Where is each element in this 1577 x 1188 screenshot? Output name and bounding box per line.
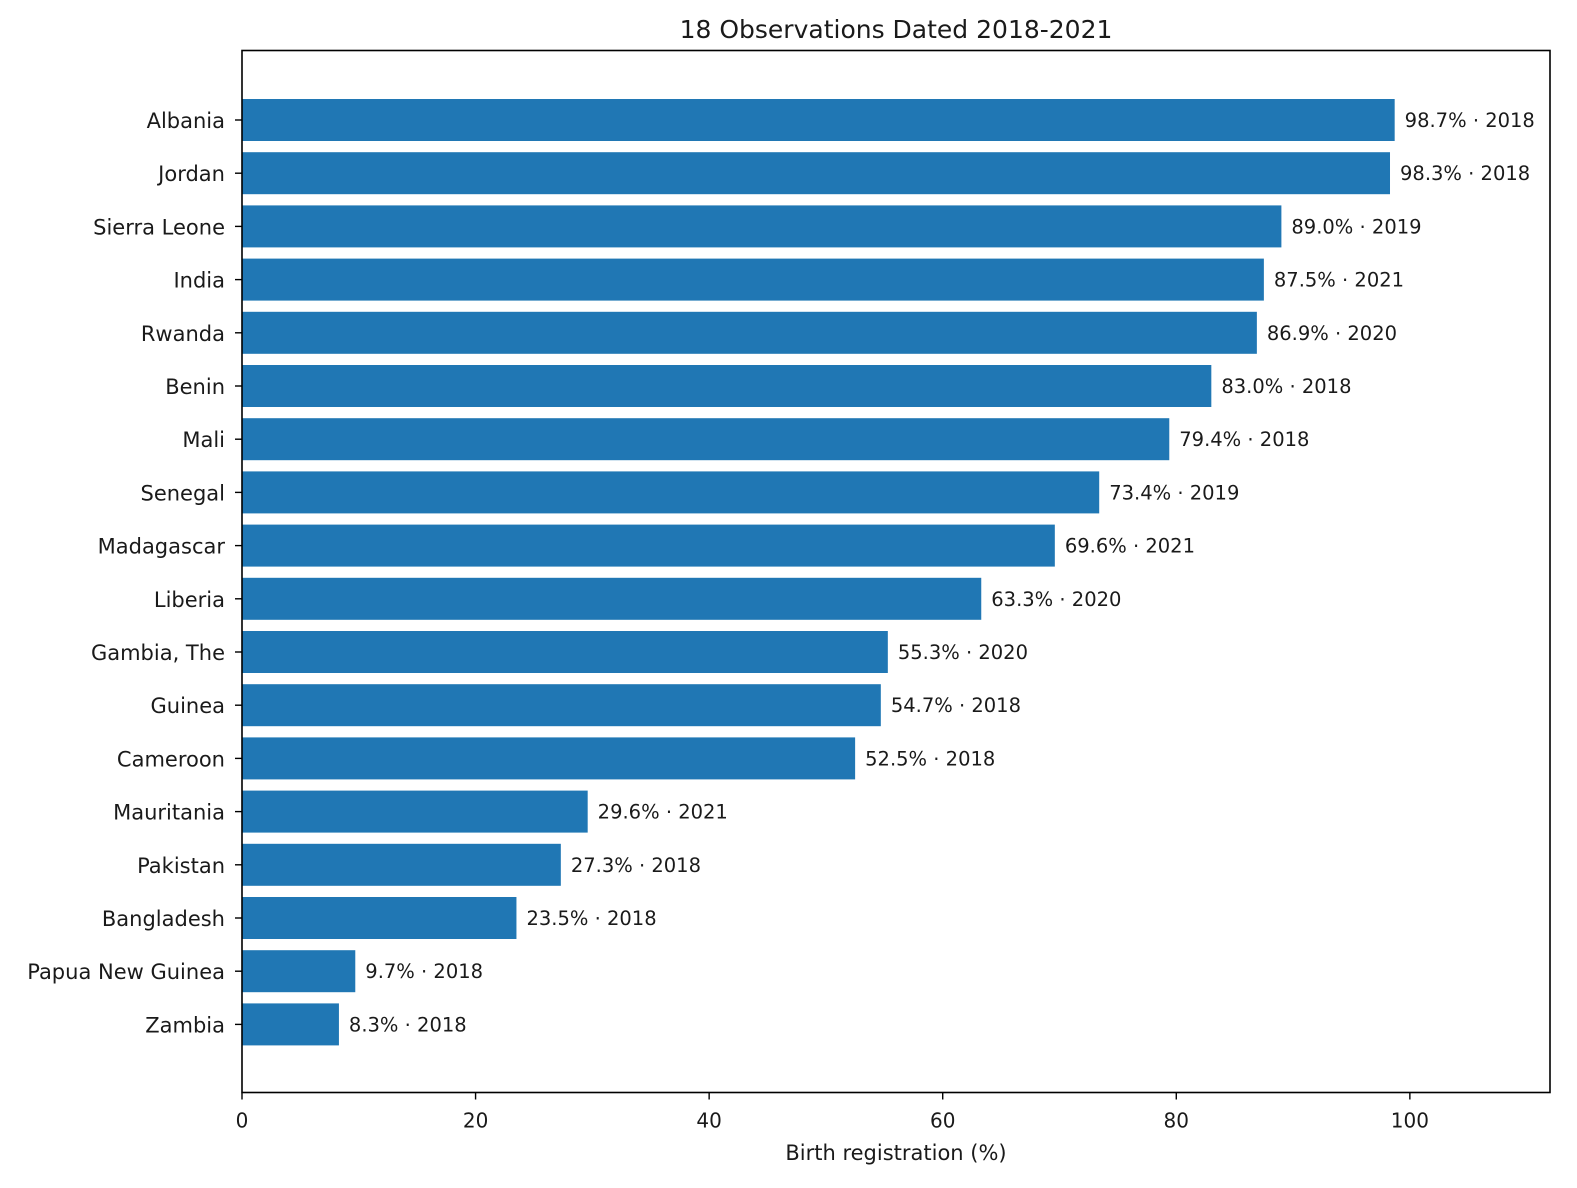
x-axis-ticks: 0 20 40 60 80 100 <box>236 1092 1429 1133</box>
bar-labels-group: 98.7% · 2018 98.3% · 2018 89.0% · 2019 87.5… <box>349 109 1535 1036</box>
bars-group <box>242 99 1395 1046</box>
x-tick-label: 40 <box>696 1109 721 1133</box>
bar-value-label: 54.7% · 2018 <box>891 694 1021 717</box>
bar-value-label: 98.3% · 2018 <box>1400 162 1530 185</box>
bar <box>242 790 588 833</box>
bar-value-label: 63.3% · 2020 <box>991 588 1121 611</box>
bar <box>242 258 1264 301</box>
y-tick-label: Mali <box>182 428 225 452</box>
bar-value-label: 9.7% · 2018 <box>365 960 483 983</box>
bar <box>242 152 1391 195</box>
y-tick-label: India <box>173 269 225 293</box>
bar-value-label: 86.9% · 2020 <box>1267 322 1397 345</box>
bar-value-label: 29.6% · 2021 <box>598 801 728 824</box>
x-axis-label: Birth registration (%) <box>785 1141 1006 1165</box>
y-tick-label: Zambia <box>145 1013 225 1037</box>
bar <box>242 737 856 780</box>
y-tick-label: Liberia <box>154 588 225 612</box>
y-tick-label: Albania <box>147 109 225 133</box>
bar-value-label: 98.7% · 2018 <box>1405 109 1535 132</box>
y-tick-label: Benin <box>165 375 225 399</box>
bar-value-label: 83.0% · 2018 <box>1221 375 1351 398</box>
y-tick-label: Sierra Leone <box>93 215 225 239</box>
x-tick-label: 20 <box>463 1109 488 1133</box>
bar-value-label: 79.4% · 2018 <box>1179 428 1309 451</box>
bar-value-label: 8.3% · 2018 <box>349 1013 467 1036</box>
y-tick-label: Guinea <box>150 694 225 718</box>
y-tick-label: Mauritania <box>113 801 225 825</box>
bar <box>242 684 881 727</box>
bar <box>242 365 1212 407</box>
x-tick-label: 80 <box>1164 1109 1189 1133</box>
y-tick-label: Jordan <box>156 162 225 186</box>
y-tick-label: Senegal <box>140 481 225 505</box>
bar <box>242 897 517 939</box>
y-tick-label: Cameroon <box>117 747 225 771</box>
bar <box>242 524 1055 567</box>
bar <box>242 205 1282 248</box>
bar <box>242 1003 339 1046</box>
bar-value-label: 23.5% · 2018 <box>526 907 656 930</box>
bar-value-label: 69.6% · 2021 <box>1065 535 1195 558</box>
y-tick-label: Gambia, The <box>91 641 225 665</box>
y-tick-label: Madagascar <box>98 535 226 559</box>
bar-value-label: 89.0% · 2019 <box>1291 215 1421 238</box>
bar-value-label: 87.5% · 2021 <box>1274 269 1404 292</box>
bar <box>242 471 1100 514</box>
bar-value-label: 55.3% · 2020 <box>898 641 1028 664</box>
bar <box>242 950 356 993</box>
y-axis-ticks: Albania Jordan Sierra Leone India Rwanda Beni… <box>27 109 242 1037</box>
bar <box>242 311 1257 354</box>
bar <box>242 99 1395 141</box>
bar <box>242 631 888 673</box>
bar-value-label: 73.4% · 2019 <box>1109 481 1239 504</box>
y-tick-label: Papua New Guinea <box>27 960 225 984</box>
x-tick-label: 0 <box>236 1109 249 1133</box>
chart-title: 18 Observations Dated 2018-2021 <box>680 15 1113 44</box>
bar-value-label: 52.5% · 2018 <box>865 747 995 770</box>
bar-value-label: 27.3% · 2018 <box>571 854 701 877</box>
x-tick-label: 60 <box>930 1109 955 1133</box>
bar <box>242 843 561 886</box>
x-tick-label: 100 <box>1391 1109 1429 1133</box>
y-tick-label: Bangladesh <box>102 907 225 931</box>
bar <box>242 577 982 620</box>
y-tick-label: Pakistan <box>137 854 225 878</box>
plot-frame <box>241 49 1551 1094</box>
y-tick-label: Rwanda <box>141 322 225 346</box>
bar <box>242 418 1170 461</box>
